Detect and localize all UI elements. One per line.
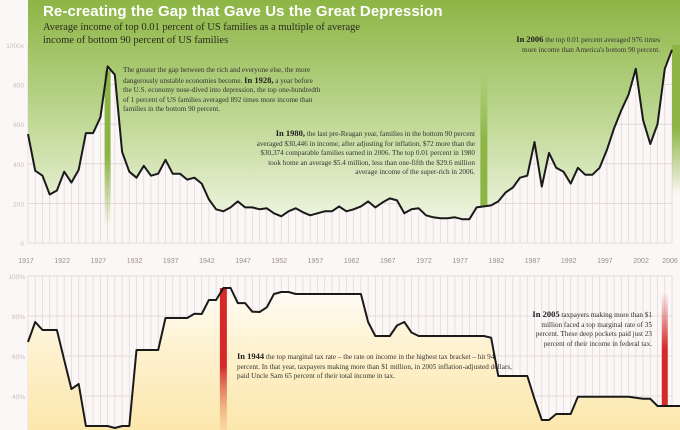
x-tick-label: 1932 — [127, 258, 143, 265]
y-tick-label: 60% — [12, 354, 25, 361]
x-tick-label: 1927 — [91, 258, 107, 265]
x-tick-label: 2006 — [662, 258, 678, 265]
x-tick-label: 1957 — [308, 258, 324, 265]
top-series-line — [27, 49, 673, 221]
x-tick-label: 1922 — [54, 258, 70, 265]
highlight-bar-2006 — [672, 45, 680, 195]
highlight-bar-1928 — [104, 70, 111, 227]
y-tick-label: 40% — [12, 394, 25, 401]
annotation-bold: In 1928, — [244, 74, 274, 85]
annotation-text: the last pre-Reagan year, families in th… — [256, 130, 475, 177]
bottom-area-fill — [28, 288, 680, 430]
annotation-text: taxpayers making more than $1 million fa… — [535, 311, 652, 348]
annotation-text: a year before the U.S. economy nose-dive… — [123, 76, 321, 114]
annotation-2005: In 2005 taxpayers making more than $1 mi… — [520, 309, 652, 349]
x-tick-label: 1947 — [235, 258, 251, 265]
x-tick-label: 1997 — [597, 258, 613, 265]
y-tick-label: 200 — [13, 201, 24, 208]
highlight-bar-1980 — [480, 72, 488, 207]
annotation-2006: In 2006 the top 0.01 percent averaged 97… — [510, 34, 660, 55]
x-tick-label: 1977 — [452, 258, 468, 265]
annotation-bold: In 1944 — [237, 351, 265, 361]
top-area-fill — [0, 0, 680, 220]
annotation-bold: In 1980, — [275, 128, 306, 138]
y-tick-label: 80% — [12, 314, 25, 321]
x-tick-label: 1982 — [489, 258, 505, 265]
y-tick-label: 100% — [8, 274, 25, 281]
x-tick-label: 1972 — [416, 258, 432, 265]
y-tick-label: 400 — [13, 162, 24, 169]
annotation-text: the top 0.01 percent averaged 976 times … — [521, 36, 660, 54]
x-tick-label: 1962 — [344, 258, 360, 265]
y-tick-label: 800 — [13, 83, 24, 90]
bottom-series-line — [27, 287, 680, 429]
x-tick-label: 1917 — [18, 258, 34, 265]
y-tick-label: 600 — [13, 122, 24, 129]
page-subtitle: Average income of top 0.01 percent of US… — [43, 22, 361, 46]
annotation-bold: In 2005 — [532, 309, 560, 319]
y-tick-label: 0 — [20, 241, 24, 248]
page-title: Re-creating the Gap that Gave Us the Gre… — [43, 3, 443, 20]
x-tick-label: 1992 — [561, 258, 577, 265]
annotation-bold: In 2006 — [516, 34, 544, 44]
annotation-text: the top marginal tax rate – the rate on … — [237, 353, 512, 381]
annotation-text: The greater the gap between the rich and… — [123, 66, 311, 85]
x-tick-label: 1967 — [380, 258, 396, 265]
x-tick-label: 1952 — [271, 258, 287, 265]
x-tick-label: 1942 — [199, 258, 215, 265]
highlight-bar-1944 — [219, 288, 227, 430]
annotation-1928: The greater the gap between the rich and… — [123, 66, 323, 115]
y-tick-label: 1000x — [6, 43, 24, 50]
highlight-bar-2005 — [661, 292, 668, 406]
annotation-1980: In 1980, the last pre-Reagan year, famil… — [250, 128, 475, 178]
x-tick-label: 1987 — [525, 258, 541, 265]
annotation-1944: In 1944 the top marginal tax rate – the … — [237, 351, 517, 382]
x-tick-label: 1937 — [163, 258, 179, 265]
x-tick-label: 2002 — [633, 258, 649, 265]
